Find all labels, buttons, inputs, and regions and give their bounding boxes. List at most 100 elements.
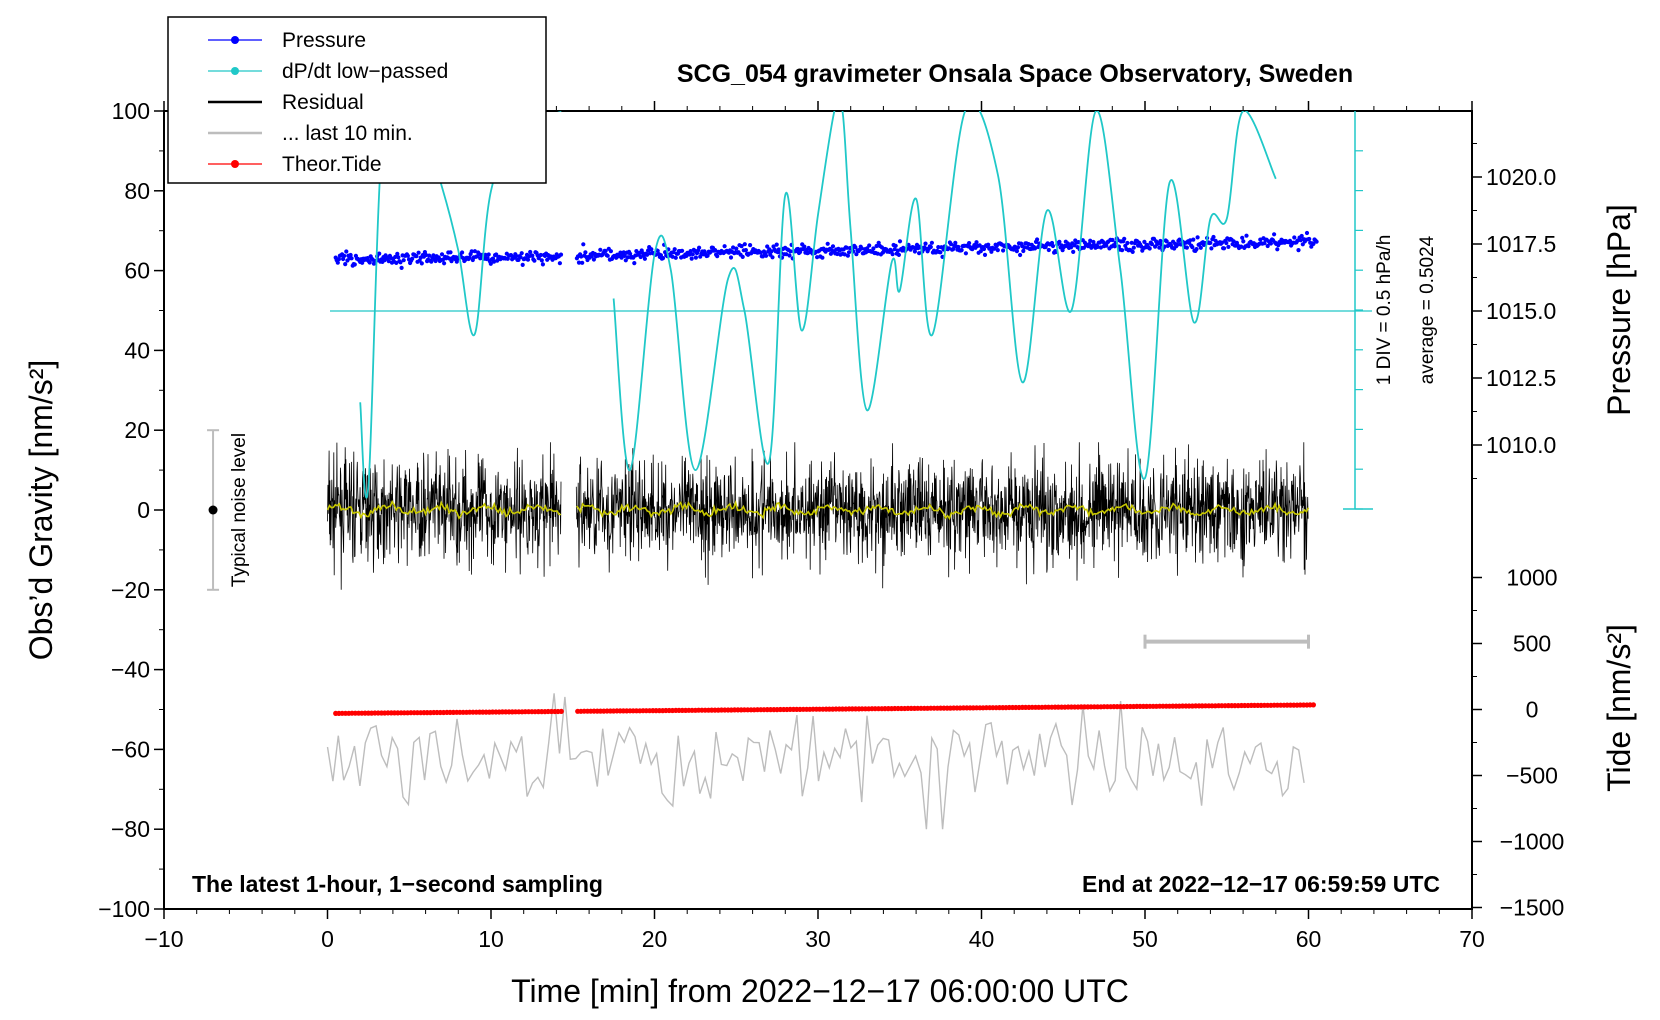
pressure-point [967,241,972,246]
pressure-point [580,260,585,265]
pressure-point [1299,233,1304,239]
pressure-point [1069,245,1074,250]
pressure-point [893,243,898,248]
x-tick-label: 20 [642,926,668,952]
pressure-point [673,255,678,260]
pressure-point [938,250,943,255]
pressure-point [978,249,983,254]
pressure-point [1262,241,1267,246]
pressure-point [335,260,340,265]
pressure-point [628,251,633,256]
pressure-point [386,259,391,264]
pressure-point [591,257,597,262]
x-tick-label: 40 [969,926,995,952]
pressure-point [895,248,901,253]
pressure-point [352,262,357,267]
pressure-point [963,251,969,256]
pressure-point [890,252,895,257]
y-tick-label: 40 [124,337,150,363]
pressure-point [1195,235,1200,240]
pressure-point [1246,244,1251,249]
pressure-point [623,258,628,263]
pressure-point [951,247,956,252]
pressure-point [708,249,713,254]
pressure-point [605,253,610,258]
pressure-point [532,258,537,263]
pressure-point [448,250,453,255]
pressure-point [842,252,847,257]
pressure-point [377,251,382,256]
pressure-point [953,240,958,245]
pressure-tick-label: 1017.5 [1486,231,1556,257]
pressure-point [914,242,920,247]
x-tick-label: −10 [144,926,183,952]
pressure-point [370,257,375,262]
pressure-point [589,254,594,259]
pressure-point [787,253,792,258]
pressure-point [1311,241,1316,246]
pressure-point [859,246,864,251]
pressure-point [1164,239,1169,244]
pressure-point [349,256,354,261]
y-tick-label: −20 [111,577,150,603]
pressure-point [439,252,445,257]
pressure-point [632,261,637,266]
pressure-point [1307,236,1312,242]
pressure-point [1231,239,1236,244]
pressure-point [1226,244,1231,249]
data-layer [207,111,1372,830]
pressure-point [896,252,902,257]
pressure-point [1184,245,1189,250]
y-axis-label-tide: Tide [nm/s²] [1601,624,1637,792]
pressure-point [1158,238,1163,244]
pressure-point [1021,248,1026,254]
pressure-point [1188,238,1193,243]
pressure-point [638,254,643,260]
pressure-point [342,253,347,258]
legend-box [167,16,547,184]
pressure-point [1240,235,1245,240]
pressure-point [401,258,406,263]
y-tick-label: 80 [124,178,150,204]
pressure-point [579,254,584,259]
pressure-point [469,249,474,254]
pressure-point [981,246,987,252]
pressure-point [739,244,744,249]
pressure-point [680,248,685,253]
residual-smoothed-line [326,499,1310,521]
pressure-point [576,260,582,265]
pressure-point [1268,241,1273,246]
pressure-point [758,250,763,255]
pressure-point [687,252,692,257]
pressure-point [748,243,753,248]
pressure-point [923,241,928,246]
tide-tick-label: 0 [1526,697,1539,723]
pressure-point [764,253,769,258]
last-10-min-line [326,693,1305,830]
dpdt-line [612,111,1277,480]
pressure-point [621,250,626,255]
pressure-point [1088,238,1093,243]
pressure-point [514,253,519,259]
pressure-point [697,245,702,250]
pressure-point [688,249,693,254]
pressure-point [540,262,546,267]
legend-label: Residual [282,91,364,114]
pressure-point [1022,245,1027,250]
pressure-point [519,251,524,256]
pressure-point [765,244,770,249]
pressure-point [472,249,477,254]
pressure-point [494,252,499,257]
pressure-point [713,248,718,253]
residual-line [327,442,1309,590]
footer-right: End at 2022−12−17 06:59:59 UTC [1082,871,1440,897]
pressure-point [1046,247,1051,253]
pressure-point [1125,240,1130,246]
pressure-point [649,247,654,252]
pressure-point [1035,237,1040,242]
legend-entry-pressure: Pressure [208,29,366,52]
pressure-point [442,261,447,266]
pressure-point [734,246,739,251]
average-annotation: average = 0.5024 [1417,235,1438,384]
